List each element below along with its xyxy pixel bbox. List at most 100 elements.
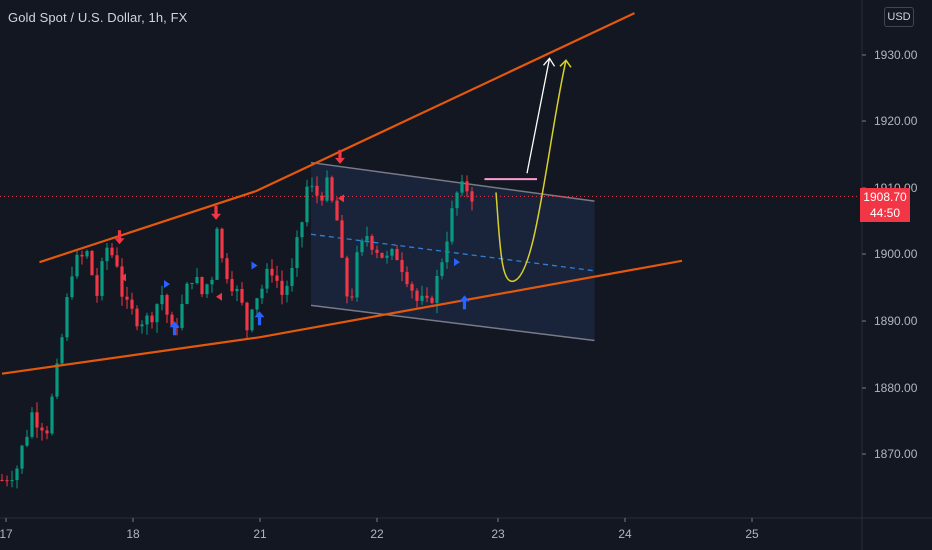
x-tick-label: 17 — [0, 527, 13, 541]
candle-body — [100, 261, 104, 296]
candle-body — [110, 247, 114, 256]
candle-body — [135, 308, 139, 327]
candle-body — [395, 249, 399, 261]
x-tick-label: 22 — [370, 527, 384, 541]
candle-body — [10, 480, 14, 482]
y-tick-label: 1900.00 — [874, 247, 918, 261]
candle-body — [450, 208, 454, 242]
candle-body — [20, 445, 24, 469]
candle-body — [130, 299, 134, 309]
candle-body — [105, 247, 109, 262]
candle-body — [225, 258, 229, 280]
candle-body — [35, 412, 39, 428]
last-price-value: 1908.70 — [863, 190, 907, 204]
candle-body — [165, 294, 169, 315]
candle-body — [460, 181, 464, 193]
channel-mid-line — [310, 233, 595, 272]
candle-body — [215, 228, 219, 280]
candle-body — [335, 200, 339, 221]
sell-signal-arrow-icon — [114, 230, 125, 245]
buy-signal-arrow-icon — [254, 311, 265, 326]
candle-body — [260, 288, 264, 299]
candle-body — [265, 268, 269, 289]
candle-body — [400, 260, 404, 273]
bar-countdown: 44:50 — [869, 206, 901, 220]
buy-signal-arrow-icon — [169, 321, 180, 336]
candle-body — [195, 277, 199, 284]
candle-body — [240, 288, 244, 303]
candle-body — [185, 283, 189, 304]
candle-body — [235, 288, 239, 292]
candle-body — [170, 314, 174, 326]
candle-body — [365, 236, 369, 241]
candle-body — [250, 309, 254, 331]
candle-body — [40, 427, 44, 431]
candle-body — [325, 177, 329, 201]
candle-body — [125, 296, 129, 300]
candle-body — [220, 228, 224, 259]
candle-body — [445, 241, 449, 263]
x-tick-label: 23 — [491, 527, 505, 541]
x-tick-label: 21 — [253, 527, 267, 541]
projection-curve-yellow — [495, 60, 567, 282]
candle-body — [255, 298, 259, 310]
candle-body — [0, 479, 4, 481]
sell-signal-arrow-icon — [211, 205, 221, 220]
candle-body — [310, 185, 314, 187]
candle-body — [5, 480, 9, 482]
candle-body — [70, 276, 74, 298]
candle-body — [345, 257, 349, 297]
candle-body — [275, 275, 279, 281]
buy-signal-arrow-icon — [459, 295, 470, 310]
candle-body — [90, 250, 94, 276]
candle-body — [470, 191, 474, 202]
candle-body — [190, 283, 194, 285]
candle-body — [150, 315, 154, 323]
left-marker-icon — [216, 292, 222, 301]
candles-group — [0, 170, 474, 489]
candle-body — [340, 220, 344, 258]
candle-body — [60, 337, 64, 364]
candle-body — [30, 412, 34, 437]
candle-body — [230, 279, 234, 292]
candle-body — [355, 252, 359, 298]
x-tick-label: 24 — [618, 527, 632, 541]
candle-body — [55, 363, 59, 397]
upper-trendline — [39, 12, 635, 264]
y-tick-label: 1870.00 — [874, 447, 918, 461]
candle-body — [295, 237, 299, 269]
price-axis-panel — [862, 0, 932, 550]
symbol-title[interactable]: Gold Spot / U.S. Dollar, 1h, FX — [8, 10, 188, 25]
candle-body — [435, 276, 439, 303]
candle-body — [25, 436, 29, 446]
projection-arrowhead-yellow — [559, 59, 572, 68]
candle-body — [320, 195, 324, 201]
currency-button[interactable]: USD — [884, 7, 914, 27]
x-tick-label: 18 — [126, 527, 140, 541]
candle-body — [210, 279, 214, 285]
candle-body — [455, 192, 459, 209]
candle-body — [285, 285, 289, 295]
candle-body — [380, 252, 384, 258]
y-tick-label: 1880.00 — [874, 381, 918, 395]
candle-body — [305, 186, 309, 223]
left-marker-icon — [338, 194, 344, 203]
left-marker-icon — [120, 273, 126, 282]
candle-body — [85, 250, 89, 257]
candle-body — [410, 284, 414, 291]
right-marker-icon — [454, 258, 460, 267]
y-tick-label: 1930.00 — [874, 48, 918, 62]
candle-body — [415, 290, 419, 301]
candle-body — [80, 254, 84, 257]
candle-body — [75, 254, 79, 277]
y-tick-label: 1890.00 — [874, 314, 918, 328]
channel-bottom-line — [310, 304, 595, 342]
candle-body — [375, 249, 379, 253]
candle-body — [115, 255, 119, 267]
candle-body — [370, 236, 374, 250]
candle-body — [245, 302, 249, 331]
y-tick-label: 1920.00 — [874, 114, 918, 128]
candle-body — [180, 303, 184, 328]
candle-body — [390, 249, 394, 256]
